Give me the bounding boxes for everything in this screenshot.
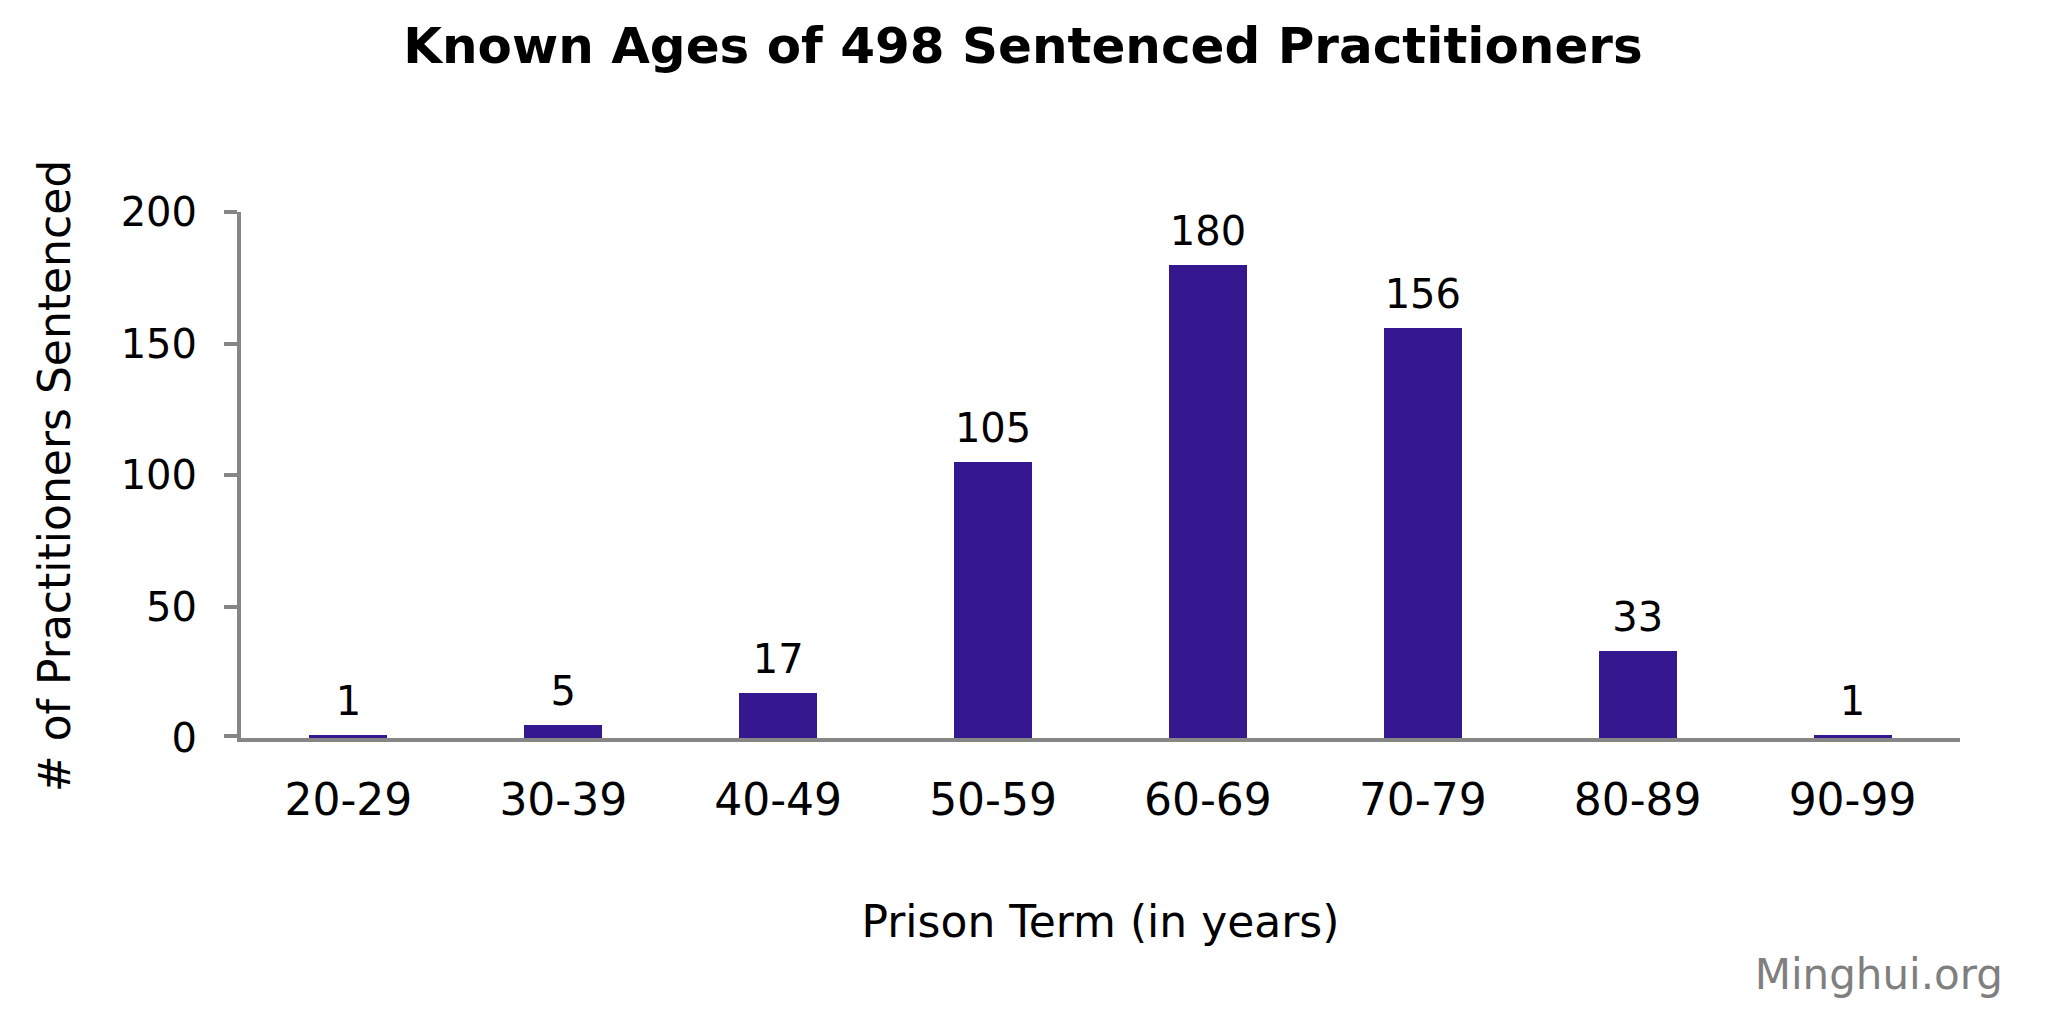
y-tick-mark (224, 473, 237, 477)
x-tick-label: 90-99 (1745, 776, 1960, 824)
chart-title: Known Ages of 498 Sentenced Practitioner… (0, 16, 2046, 76)
bar-value-label: 5 (456, 669, 671, 713)
bar-60-69 (1169, 265, 1247, 738)
bar-80-89 (1599, 651, 1677, 738)
bar-30-39 (524, 725, 602, 738)
x-tick-label: 30-39 (456, 776, 671, 824)
bar-value-label: 1 (1745, 679, 1960, 723)
x-tick-label: 70-79 (1315, 776, 1530, 824)
y-tick-label: 200 (12, 188, 197, 236)
chart-canvas: Known Ages of 498 Sentenced Practitioner… (0, 0, 2046, 1024)
bar-value-label: 17 (671, 637, 886, 681)
bar-value-label: 1 (241, 679, 456, 723)
x-tick-label: 80-89 (1530, 776, 1745, 824)
bar-value-label: 105 (886, 406, 1101, 450)
bar-40-49 (739, 693, 817, 738)
y-tick-mark (224, 342, 237, 346)
x-tick-label: 20-29 (241, 776, 456, 824)
y-tick-mark (224, 605, 237, 609)
plot-area: 050100150200120-29530-391740-4910550-591… (237, 212, 1960, 742)
bar-value-label: 180 (1101, 209, 1316, 253)
watermark-minghui: Minghui.org (1755, 950, 2003, 1000)
y-tick-mark (224, 734, 237, 738)
x-axis-title: Prison Term (in years) (241, 896, 1960, 949)
bar-50-59 (954, 462, 1032, 738)
x-tick-label: 40-49 (671, 776, 886, 824)
bar-value-label: 33 (1530, 595, 1745, 639)
y-tick-label: 150 (12, 320, 197, 368)
bar-70-79 (1384, 328, 1462, 738)
y-tick-label: 0 (12, 714, 197, 762)
y-tick-mark (224, 210, 237, 214)
bar-20-29 (309, 735, 387, 738)
y-tick-label: 100 (12, 451, 197, 499)
bar-90-99 (1814, 735, 1892, 738)
bar-value-label: 156 (1315, 272, 1530, 316)
y-tick-label: 50 (12, 583, 197, 631)
x-tick-label: 50-59 (886, 776, 1101, 824)
x-tick-label: 60-69 (1101, 776, 1316, 824)
